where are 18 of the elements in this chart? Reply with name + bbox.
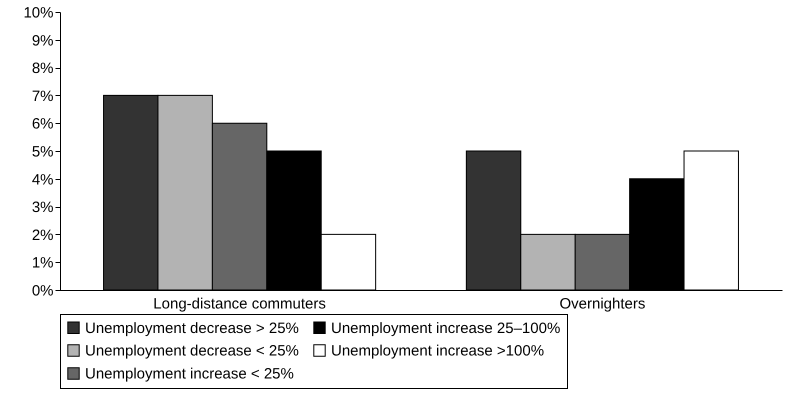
y-tick-label: 9%	[32, 32, 54, 50]
x-tick-label: Long-distance commuters	[153, 296, 326, 312]
legend-label: Unemployment increase < 25%	[85, 366, 294, 382]
y-tick-label: 10%	[23, 4, 54, 22]
legend-label: Unemployment decrease < 25%	[85, 342, 299, 360]
y-tick-label: 3%	[32, 199, 54, 216]
legend-label: Unemployment increase 25–100%	[331, 320, 560, 337]
y-tick-label: 4%	[32, 171, 54, 188]
legend-label: Unemployment decrease > 25%	[85, 320, 299, 337]
y-tick-label: 7%	[32, 88, 54, 105]
y-tick-label: 6%	[32, 116, 54, 133]
y-tick-label: 5%	[32, 144, 54, 160]
y-tick-label: 1%	[32, 254, 54, 272]
y-tick-label: 8%	[32, 60, 54, 78]
y-tick-label: 0%	[32, 282, 54, 300]
x-tick-label: Overnighters	[559, 296, 646, 312]
y-tick-label: 2%	[32, 226, 54, 244]
legend-label: Unemployment increase >100%	[331, 342, 544, 360]
